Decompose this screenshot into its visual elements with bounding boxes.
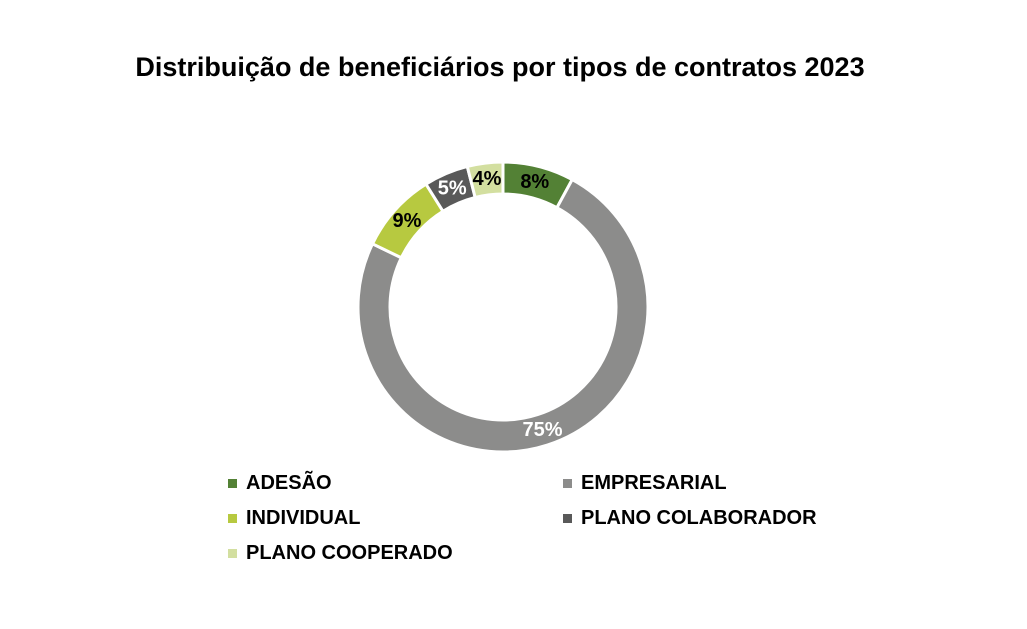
- data-label-adesao: 8%: [520, 171, 549, 193]
- legend-label: INDIVIDUAL: [246, 506, 361, 529]
- legend-swatch: [228, 478, 237, 488]
- legend-swatch: [563, 478, 572, 488]
- legend-label: PLANO COLABORADOR: [581, 506, 817, 529]
- legend-item-plano-cooperado: PLANO COOPERADO: [228, 541, 563, 565]
- legend-swatch: [228, 548, 237, 558]
- legend-swatch: [228, 513, 237, 523]
- donut-slice-empresarial: [356, 177, 650, 454]
- chart-legend: ADESÃO EMPRESARIAL INDIVIDUAL PLANO COLA…: [228, 471, 868, 565]
- legend-item-individual: INDIVIDUAL: [228, 506, 563, 530]
- legend-item-plano-colaborador: PLANO COLABORADOR: [563, 506, 863, 530]
- chart-title: Distribuição de beneficiários por tipos …: [135, 52, 865, 82]
- legend-label: PLANO COOPERADO: [246, 541, 453, 564]
- legend-label: ADESÃO: [246, 471, 332, 494]
- data-label-individual: 9%: [393, 210, 422, 232]
- legend-item-empresarial: EMPRESARIAL: [563, 471, 863, 495]
- data-label-plano-cooperado: 4%: [473, 168, 502, 190]
- legend-swatch: [563, 513, 572, 523]
- legend-label: EMPRESARIAL: [581, 471, 727, 494]
- donut-slice-plano-cooperado: [465, 160, 505, 200]
- data-label-plano-colaborador: 5%: [438, 177, 467, 199]
- data-label-empresarial: 75%: [522, 419, 562, 441]
- legend-item-adesao: ADESÃO: [228, 471, 563, 495]
